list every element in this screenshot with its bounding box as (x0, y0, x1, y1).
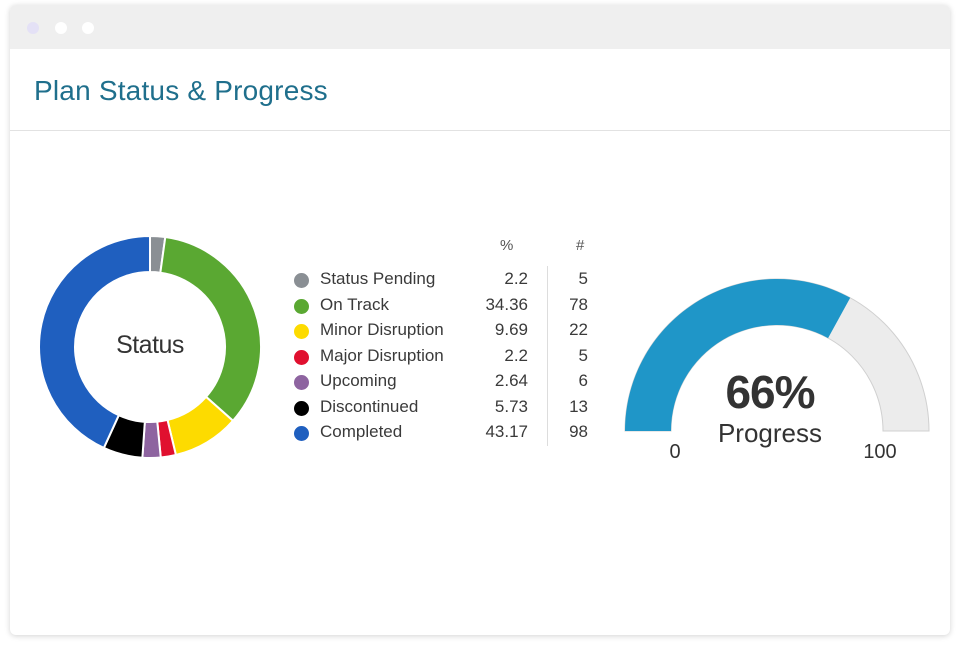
legend-item[interactable]: Major Disruption 2.2 5 (290, 344, 590, 369)
status-legend: % # Status Pending 2.2 5 On Track 34.36 78 Min… (290, 231, 590, 446)
legend-swatch (294, 298, 309, 314)
legend-label: Upcoming (320, 371, 397, 390)
legend-percent: 9.69 (494, 320, 528, 339)
donut-center-label: Status (116, 331, 184, 359)
legend-count: 5 (578, 269, 588, 288)
legend-swatch (294, 375, 309, 390)
page-title: Plan Status & Progress (34, 75, 328, 106)
legend-swatch (294, 400, 309, 416)
legend-count: 6 (578, 371, 588, 390)
legend-swatch (294, 349, 309, 365)
legend-divider (547, 266, 548, 446)
gauge-label: Progress (717, 418, 823, 448)
legend-label: Status Pending (320, 269, 436, 288)
gauge-min-label: 0 (669, 441, 681, 463)
legend-percent: 2.2 (504, 269, 528, 288)
legend-count: 98 (569, 422, 588, 441)
window-dot-maximize[interactable] (82, 22, 94, 34)
gauge-fill (625, 278, 851, 431)
gauge-value: 66% (725, 366, 815, 418)
legend-percent: 2.2 (504, 345, 528, 365)
window-dot-close[interactable] (27, 22, 39, 34)
window-titlebar (10, 5, 950, 49)
legend-header-percent: % (500, 237, 514, 254)
legend-percent: 2.64 (494, 371, 528, 390)
legend-percent: 5.73 (494, 396, 528, 416)
progress-gauge: 66% Progress 0 100 (610, 255, 930, 475)
window-dot-minimize[interactable] (55, 22, 67, 34)
legend-percent: 43.17 (485, 422, 528, 441)
legend-item[interactable]: On Track 34.36 78 (290, 293, 590, 318)
legend-item[interactable]: Upcoming 2.64 6 (290, 369, 590, 394)
donut-slice-on-track[interactable] (159, 235, 262, 423)
legend-label: Completed (320, 422, 403, 441)
page-header: Plan Status & Progress (10, 49, 950, 131)
status-donut-svg (38, 234, 262, 459)
legend-label: Major Disruption (320, 345, 444, 365)
legend-label: Minor Disruption (320, 320, 444, 339)
legend-header-count: # (576, 237, 585, 254)
donut-slice-completed[interactable] (38, 234, 151, 450)
status-donut-chart: Status (38, 234, 262, 459)
legend-count: 78 (569, 294, 588, 314)
progress-gauge-svg (624, 278, 930, 432)
legend-item[interactable]: Completed 43.17 98 (290, 420, 590, 445)
legend-item[interactable]: Discontinued 5.73 13 (290, 395, 590, 420)
legend-item[interactable]: Minor Disruption 9.69 22 (290, 318, 590, 343)
legend-swatch (294, 324, 309, 339)
legend-count: 22 (569, 320, 588, 339)
legend-label: Discontinued (320, 396, 419, 416)
legend-label: On Track (320, 294, 389, 314)
legend-swatch (294, 426, 309, 441)
legend-percent: 34.36 (485, 294, 528, 314)
gauge-max-label: 100 (863, 441, 897, 463)
legend-count: 13 (569, 396, 588, 416)
legend-item[interactable]: Status Pending 2.2 5 (290, 267, 590, 292)
app-window: Plan Status & Progress Status % # Status… (10, 5, 950, 635)
legend-count: 5 (578, 345, 588, 365)
legend-swatch (294, 273, 309, 288)
